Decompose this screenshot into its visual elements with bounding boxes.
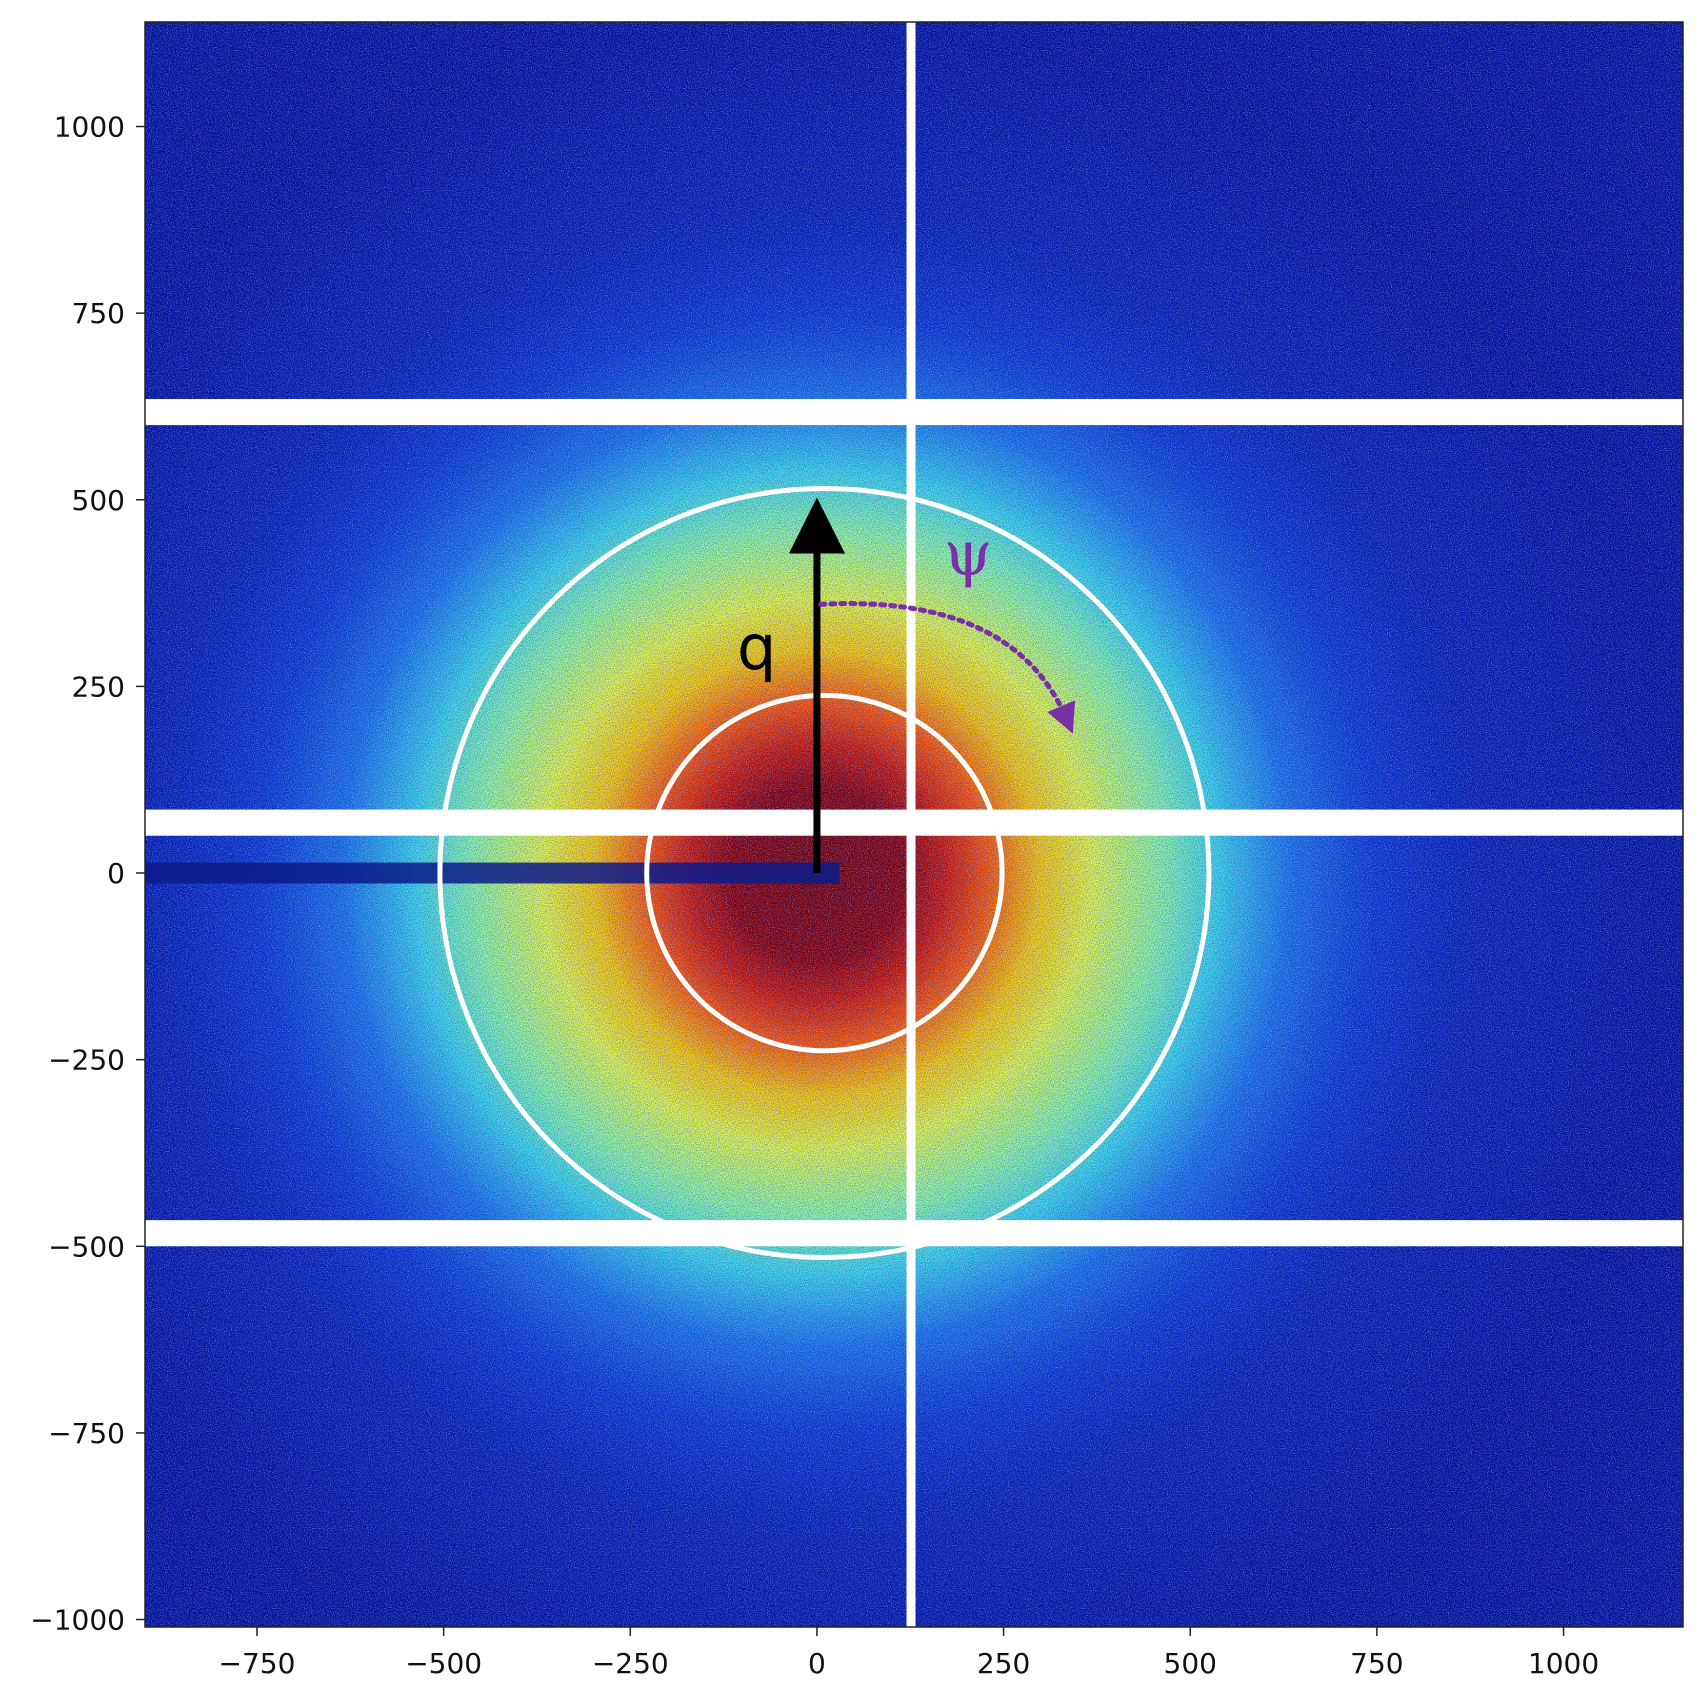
detector-gap-vertical [906, 22, 916, 1627]
y-tick-label: −250 [48, 1044, 125, 1077]
detector-gaps [145, 22, 1683, 1627]
plot-frame [144, 21, 1684, 1628]
beamstop-shadow [145, 862, 840, 884]
plot-area [145, 22, 1683, 1627]
x-axis: −750 −500 −250 0 250 500 750 1000 [219, 1627, 1599, 1680]
integration-rings [437, 486, 1212, 1261]
y-tick-label: −500 [48, 1230, 125, 1263]
x-tick-label: −750 [219, 1647, 296, 1680]
y-tick-label: −1000 [30, 1604, 125, 1637]
x-tick-label: −500 [405, 1647, 482, 1680]
x-tick-label: 0 [808, 1647, 826, 1680]
ring-outer [437, 486, 1212, 1261]
y-tick-label: −750 [48, 1417, 125, 1450]
q-label: q [737, 611, 776, 684]
y-tick-label: 0 [107, 857, 125, 890]
y-axis: −1000 −750 −500 −250 0 250 500 750 1000 [30, 111, 145, 1637]
x-tick-label: 1000 [1528, 1647, 1599, 1680]
y-tick-label: 250 [72, 670, 125, 703]
x-tick-label: −250 [592, 1647, 669, 1680]
x-tick-label: 250 [977, 1647, 1030, 1680]
annotations: q ψ [737, 497, 1076, 874]
y-tick-label: 1000 [54, 111, 125, 144]
y-tick-label: 750 [72, 297, 125, 330]
y-tick-label: 500 [72, 484, 125, 517]
x-tick-label: 750 [1350, 1647, 1403, 1680]
x-tick-label: 500 [1164, 1647, 1217, 1680]
psi-label: ψ [944, 516, 993, 589]
ring-inner [644, 692, 1005, 1054]
psi-arrow [818, 601, 1076, 734]
